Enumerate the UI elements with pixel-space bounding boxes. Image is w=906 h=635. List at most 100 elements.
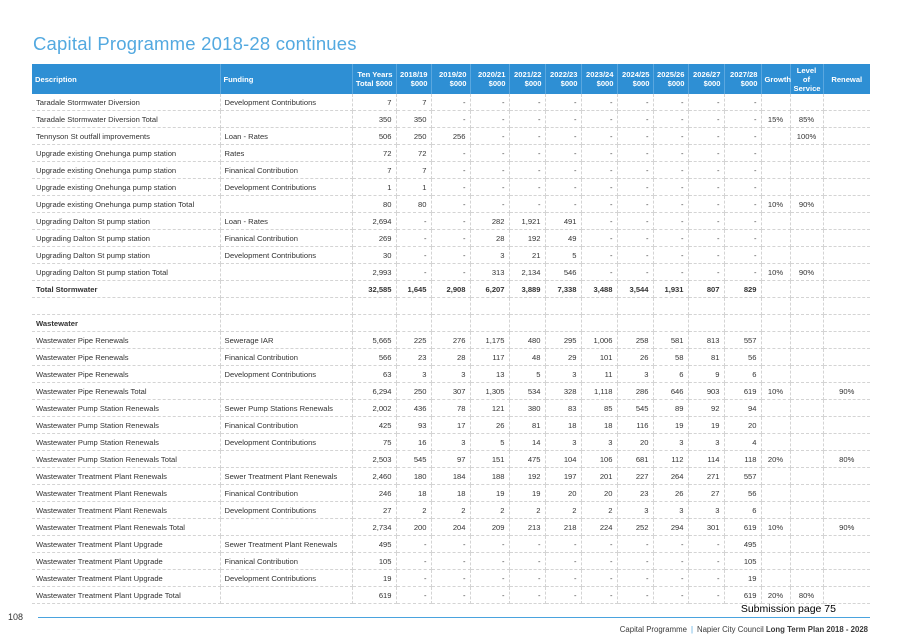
table-cell: 117 <box>470 348 510 366</box>
table-cell: 1 <box>352 178 397 196</box>
table-cell: 90% <box>790 195 824 213</box>
footer-section: Capital Programme <box>619 625 687 634</box>
table-cell: 20 <box>545 484 582 502</box>
table-cell: - <box>545 195 582 213</box>
table-cell: - <box>724 94 762 111</box>
table-row: Wastewater Treatment Plant Renewals Finan… <box>32 484 870 502</box>
table-cell: 27 <box>688 484 725 502</box>
table-cell: Wastewater Pipe Renewals <box>32 331 221 349</box>
table-cell <box>823 501 870 519</box>
table-cell: 26 <box>617 348 654 366</box>
table-cell: 557 <box>724 467 762 485</box>
table-cell: - <box>653 229 689 247</box>
table-row: Upgrading Dalton St pump station Finanica… <box>32 229 870 247</box>
table-cell <box>761 178 791 196</box>
table-cell: - <box>431 552 471 570</box>
table-cell <box>790 246 824 264</box>
table-cell <box>431 314 471 332</box>
table-cell: - <box>509 127 546 145</box>
table-cell <box>790 365 824 383</box>
table-cell: Sewerage IAR <box>220 331 353 349</box>
table-cell: 246 <box>352 484 397 502</box>
table-cell: 480 <box>509 331 546 349</box>
table-cell: - <box>470 178 510 196</box>
table-cell <box>761 331 791 349</box>
table-cell: 6 <box>653 365 689 383</box>
table-cell: - <box>581 246 618 264</box>
table-cell: 301 <box>688 518 725 536</box>
table-cell: 114 <box>688 450 725 468</box>
table-cell: 534 <box>509 382 546 400</box>
column-header: Level of Service <box>790 64 824 94</box>
table-cell: 80 <box>352 195 397 213</box>
table-cell: - <box>509 144 546 162</box>
table-cell: - <box>431 246 471 264</box>
table-cell <box>823 433 870 451</box>
table-total-row: Wastewater Treatment Plant Renewals Tota… <box>32 518 870 536</box>
table-cell: 19 <box>352 569 397 587</box>
table-cell <box>220 518 353 536</box>
table-cell: 18 <box>396 484 432 502</box>
table-cell: 49 <box>545 229 582 247</box>
table-cell: - <box>581 94 618 111</box>
table-cell: - <box>509 178 546 196</box>
table-cell: - <box>545 161 582 179</box>
table-cell: 2,460 <box>352 467 397 485</box>
table-cell: - <box>581 212 618 230</box>
table-cell: Wastewater Pipe Renewals <box>32 365 221 383</box>
table-cell: - <box>688 569 725 587</box>
table-cell: - <box>470 195 510 213</box>
table-cell: 258 <box>617 331 654 349</box>
table-cell: 7 <box>352 161 397 179</box>
table-cell: 1,305 <box>470 382 510 400</box>
table-cell: - <box>509 110 546 128</box>
table-cell: 3,488 <box>581 280 618 298</box>
table-cell: 276 <box>431 331 471 349</box>
table-cell: 20% <box>761 586 791 604</box>
table-cell: - <box>431 195 471 213</box>
table-row: Wastewater Pipe Renewals Sewerage IAR 5,66… <box>32 331 870 349</box>
table-cell <box>653 314 689 332</box>
table-cell <box>790 501 824 519</box>
table-cell <box>220 450 353 468</box>
table-cell <box>790 433 824 451</box>
table-cell: - <box>509 195 546 213</box>
table-cell: 58 <box>653 348 689 366</box>
table-cell: 3 <box>545 365 582 383</box>
table-cell: 1,931 <box>653 280 689 298</box>
table-cell: - <box>617 535 654 553</box>
table-cell: 256 <box>431 127 471 145</box>
table-cell: - <box>653 178 689 196</box>
table-cell: 85 <box>581 399 618 417</box>
table-cell: 546 <box>545 263 582 281</box>
table-cell: 545 <box>617 399 654 417</box>
table-cell: 56 <box>724 348 762 366</box>
table-cell <box>470 297 510 315</box>
column-header: 2025/26 $000 <box>653 64 689 94</box>
table-cell: 118 <box>724 450 762 468</box>
table-cell: Development Contributions <box>220 178 353 196</box>
table-cell: - <box>724 195 762 213</box>
table-cell <box>790 314 824 332</box>
column-header: 2018/19 $000 <box>396 64 432 94</box>
table-cell: - <box>581 110 618 128</box>
table-cell: 436 <box>396 399 432 417</box>
table-cell: - <box>617 144 654 162</box>
table-cell <box>823 161 870 179</box>
table-cell: - <box>653 212 689 230</box>
table-cell: - <box>724 263 762 281</box>
table-row: Taradale Stormwater Diversion Development… <box>32 94 870 111</box>
table-row: Wastewater Pump Station Renewals Developm… <box>32 433 870 451</box>
table-cell: 3 <box>688 433 725 451</box>
table-cell: 1,645 <box>396 280 432 298</box>
table-cell: 2 <box>431 501 471 519</box>
table-cell: - <box>396 552 432 570</box>
table-cell: 200 <box>396 518 432 536</box>
table-cell: - <box>653 246 689 264</box>
table-cell: 28 <box>470 229 510 247</box>
table-cell: 271 <box>688 467 725 485</box>
table-cell <box>220 280 353 298</box>
table-cell: 81 <box>688 348 725 366</box>
table-cell: Wastewater Treatment Plant Upgrade Total <box>32 586 221 604</box>
table-cell: - <box>617 212 654 230</box>
